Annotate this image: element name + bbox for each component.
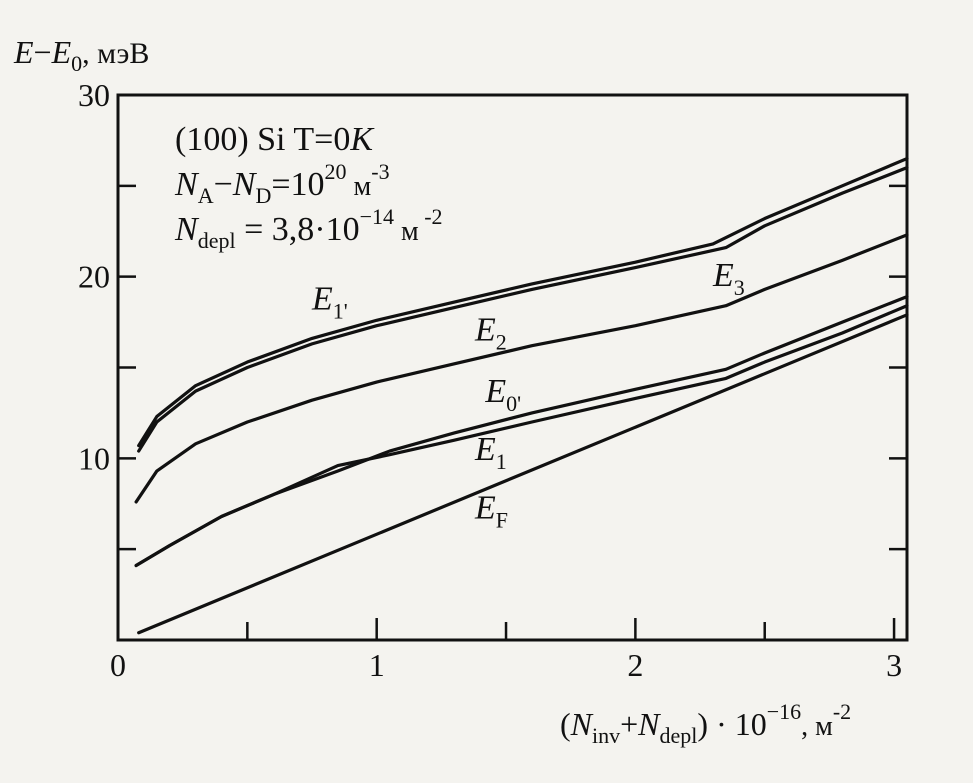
series-line-E3 bbox=[137, 166, 909, 453]
series-line-E2 bbox=[134, 233, 909, 504]
y-axis-label: E−E0, мэВ bbox=[13, 34, 149, 76]
series-label-E1': E1' bbox=[311, 280, 348, 323]
x-tick-label: 3 bbox=[886, 647, 902, 683]
x-axis-label: (Ninv+Ndepl) · 10−16, м-2 bbox=[560, 699, 851, 748]
series-label-E2: E2 bbox=[474, 311, 507, 354]
annotation-line-2: NA−ND=1020 м-3 bbox=[174, 159, 390, 208]
y-tick-label: 20 bbox=[78, 259, 110, 295]
axis-ticks bbox=[118, 184, 907, 640]
series-line-EF bbox=[137, 313, 909, 635]
annotation-line-3: Ndepl = 3,8·10−14 м -2 bbox=[174, 204, 443, 253]
tick-labels: 0 1 2 3 10 20 30 bbox=[78, 77, 902, 683]
series-label-E3: E3 bbox=[712, 257, 745, 300]
annotation-line-1: (100) Si T=0K bbox=[175, 121, 375, 158]
series-label-E1: E1 bbox=[474, 431, 507, 474]
y-tick-label: 30 bbox=[78, 77, 110, 113]
series-lines bbox=[134, 156, 909, 635]
series-labels: E1' E3 E2 E0' E1 EF bbox=[311, 257, 745, 533]
x-tick-label: 2 bbox=[627, 647, 643, 683]
series-line-E1 bbox=[134, 304, 909, 568]
series-line-E0' bbox=[134, 295, 909, 568]
series-line-E1' bbox=[137, 156, 909, 448]
series-label-EF: EF bbox=[474, 489, 508, 532]
x-tick-label: 1 bbox=[369, 647, 385, 683]
y-tick-label: 10 bbox=[78, 440, 110, 476]
conditions-annotation: (100) Si T=0K NA−ND=1020 м-3 Ndepl = 3,8… bbox=[174, 121, 443, 253]
series-label-E0': E0' bbox=[484, 373, 521, 416]
x-tick-label: 0 bbox=[110, 647, 126, 683]
